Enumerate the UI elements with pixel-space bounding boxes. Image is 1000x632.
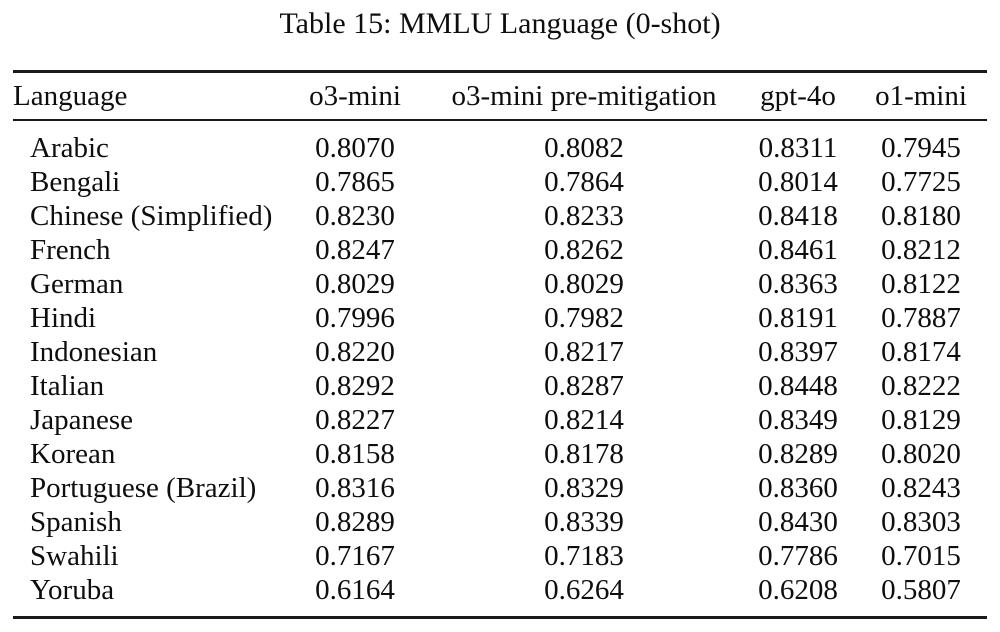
score-cell: 0.7183 bbox=[544, 540, 624, 572]
score-cell: 0.8082 bbox=[544, 132, 624, 164]
score-cell: 0.8191 bbox=[758, 302, 838, 334]
table-row: German 0.8029 0.8029 0.8363 0.8122 bbox=[13, 267, 987, 301]
table-row: Spanish 0.8289 0.8339 0.8430 0.8303 bbox=[13, 505, 987, 539]
score-cell: 0.8029 bbox=[315, 268, 395, 300]
score-cell: 0.8397 bbox=[758, 336, 838, 368]
score-cell: 0.8311 bbox=[758, 132, 838, 164]
score-cell: 0.8289 bbox=[315, 506, 395, 538]
column-header-language: Language bbox=[13, 70, 283, 121]
score-cell: 0.8029 bbox=[544, 268, 624, 300]
score-cell: 0.8418 bbox=[758, 200, 838, 232]
table-row: Indonesian 0.8220 0.8217 0.8397 0.8174 bbox=[13, 335, 987, 369]
table-row: Japanese 0.8227 0.8214 0.8349 0.8129 bbox=[13, 403, 987, 437]
score-cell: 0.7982 bbox=[544, 302, 624, 334]
score-cell: 0.7015 bbox=[881, 540, 961, 572]
score-cell: 0.8292 bbox=[315, 370, 395, 402]
score-cell: 0.8233 bbox=[544, 200, 624, 232]
score-cell: 0.8360 bbox=[758, 472, 838, 504]
column-header-o3-mini-pre-mitigation: o3-mini pre-mitigation bbox=[427, 70, 741, 121]
language-cell: Spanish bbox=[30, 506, 122, 538]
score-cell: 0.7167 bbox=[315, 540, 395, 572]
column-header-o3-mini: o3-mini bbox=[283, 70, 427, 121]
score-cell: 0.8227 bbox=[315, 404, 395, 436]
score-cell: 0.8174 bbox=[881, 336, 961, 368]
score-cell: 0.8316 bbox=[315, 472, 395, 504]
score-cell: 0.8430 bbox=[758, 506, 838, 538]
score-cell: 0.8243 bbox=[881, 472, 961, 504]
language-cell: Arabic bbox=[30, 132, 109, 164]
score-cell: 0.8129 bbox=[881, 404, 961, 436]
table-container: Language o3-mini o3-mini pre-mitigation … bbox=[13, 70, 987, 619]
score-cell: 0.8262 bbox=[544, 234, 624, 266]
score-cell: 0.7725 bbox=[881, 166, 961, 198]
score-cell: 0.8222 bbox=[881, 370, 961, 402]
table-row: Chinese (Simplified) 0.8230 0.8233 0.8418 0.… bbox=[13, 199, 987, 233]
score-cell: 0.8178 bbox=[544, 438, 624, 470]
table-row: French 0.8247 0.8262 0.8461 0.8212 bbox=[13, 233, 987, 267]
score-cell: 0.8349 bbox=[758, 404, 838, 436]
header-row: Language o3-mini o3-mini pre-mitigation … bbox=[13, 70, 987, 121]
table-caption: Table 15: MMLU Language (0-shot) bbox=[279, 7, 721, 40]
score-cell: 0.8448 bbox=[758, 370, 838, 402]
score-cell: 0.7864 bbox=[544, 166, 624, 198]
score-cell: 0.8230 bbox=[315, 200, 395, 232]
score-cell: 0.7865 bbox=[315, 166, 395, 198]
score-cell: 0.8158 bbox=[315, 438, 395, 470]
score-cell: 0.8014 bbox=[758, 166, 838, 198]
language-cell: French bbox=[30, 234, 111, 266]
score-cell: 0.8217 bbox=[544, 336, 624, 368]
language-cell: Portuguese (Brazil) bbox=[30, 472, 257, 504]
score-cell: 0.6208 bbox=[741, 573, 855, 619]
score-cell: 0.8461 bbox=[758, 234, 838, 266]
score-cell: 0.8363 bbox=[758, 268, 838, 300]
language-cell: Yoruba bbox=[13, 573, 283, 619]
score-cell: 0.8329 bbox=[544, 472, 624, 504]
table-row: Bengali 0.7865 0.7864 0.8014 0.7725 bbox=[13, 165, 987, 199]
score-cell: 0.8220 bbox=[315, 336, 395, 368]
language-cell: German bbox=[30, 268, 124, 300]
table-row: Arabic 0.8070 0.8082 0.8311 0.7945 bbox=[13, 120, 987, 165]
score-cell: 0.7786 bbox=[758, 540, 838, 572]
language-cell: Indonesian bbox=[30, 336, 158, 368]
table-row: Korean 0.8158 0.8178 0.8289 0.8020 bbox=[13, 437, 987, 471]
table-row: Swahili 0.7167 0.7183 0.7786 0.7015 bbox=[13, 539, 987, 573]
score-cell: 0.8289 bbox=[758, 438, 838, 470]
language-cell: Korean bbox=[30, 438, 116, 470]
score-cell: 0.5807 bbox=[855, 573, 987, 619]
score-cell: 0.8180 bbox=[881, 200, 961, 232]
score-cell: 0.6264 bbox=[427, 573, 741, 619]
language-cell: Japanese bbox=[30, 404, 134, 436]
mmlu-language-table: Language o3-mini o3-mini pre-mitigation … bbox=[13, 70, 987, 619]
score-cell: 0.8287 bbox=[544, 370, 624, 402]
score-cell: 0.8303 bbox=[881, 506, 961, 538]
language-cell: Chinese (Simplified) bbox=[30, 200, 273, 232]
language-cell: Bengali bbox=[30, 166, 121, 198]
score-cell: 0.8214 bbox=[544, 404, 624, 436]
score-cell: 0.8122 bbox=[881, 268, 961, 300]
score-cell: 0.8020 bbox=[881, 438, 961, 470]
language-cell: Swahili bbox=[30, 540, 119, 572]
table-body: Arabic 0.8070 0.8082 0.8311 0.7945 Bengali 0.7… bbox=[13, 120, 987, 619]
language-cell: Italian bbox=[30, 370, 105, 402]
table-header: Language o3-mini o3-mini pre-mitigation … bbox=[13, 70, 987, 121]
score-cell: 0.8247 bbox=[315, 234, 395, 266]
language-cell: Hindi bbox=[30, 302, 97, 334]
score-cell: 0.7996 bbox=[315, 302, 395, 334]
table-row: Hindi 0.7996 0.7982 0.8191 0.7887 bbox=[13, 301, 987, 335]
score-cell: 0.7887 bbox=[881, 302, 961, 334]
column-header-gpt-4o: gpt-4o bbox=[741, 70, 855, 121]
table-row: Italian 0.8292 0.8287 0.8448 0.8222 bbox=[13, 369, 987, 403]
score-cell: 0.6164 bbox=[283, 573, 427, 619]
table-row: Portuguese (Brazil) 0.8316 0.8329 0.8360 0.8… bbox=[13, 471, 987, 505]
score-cell: 0.8339 bbox=[544, 506, 624, 538]
table-row: Yoruba 0.6164 0.6264 0.6208 0.5807 bbox=[13, 573, 987, 619]
score-cell: 0.8212 bbox=[881, 234, 961, 266]
score-cell: 0.7945 bbox=[881, 132, 961, 164]
score-cell: 0.8070 bbox=[315, 132, 395, 164]
column-header-o1-mini: o1-mini bbox=[855, 70, 987, 121]
